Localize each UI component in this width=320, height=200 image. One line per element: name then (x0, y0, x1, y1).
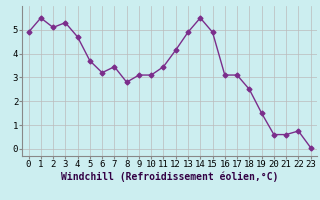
X-axis label: Windchill (Refroidissement éolien,°C): Windchill (Refroidissement éolien,°C) (61, 172, 278, 182)
